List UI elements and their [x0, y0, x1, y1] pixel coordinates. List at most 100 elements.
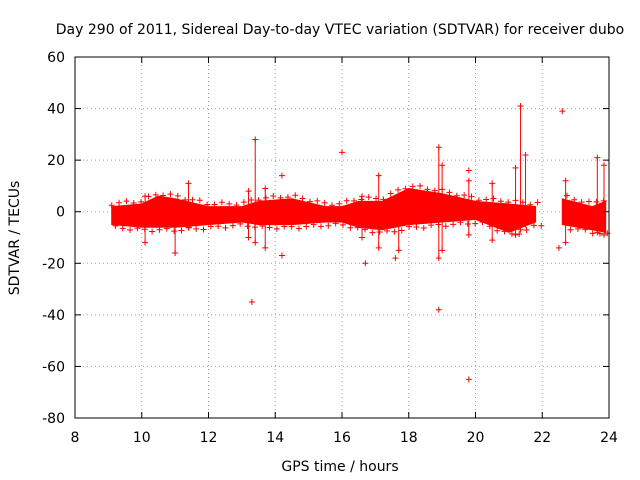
- band-edge-marker: [596, 230, 603, 237]
- x-tick-label: 20: [467, 430, 485, 446]
- y-tick-label: -60: [42, 359, 65, 375]
- band-edge-marker: [167, 191, 174, 198]
- spike-marker: [522, 221, 529, 228]
- spike-marker: [395, 195, 402, 202]
- band-edge-marker: [248, 197, 255, 204]
- spike-marker: [522, 151, 529, 158]
- grid-lines: [75, 57, 609, 418]
- band-edge-marker: [200, 226, 207, 233]
- band-edge-marker: [409, 183, 416, 190]
- band-edge-marker: [398, 227, 405, 234]
- band-edge-marker: [255, 197, 262, 204]
- band-edge-marker: [530, 222, 537, 229]
- band-edge-marker: [340, 221, 347, 228]
- x-tick-label: 8: [71, 430, 80, 446]
- spike-marker: [465, 177, 472, 184]
- spike-marker: [594, 154, 601, 161]
- band-edge-marker: [431, 187, 438, 194]
- band-edge-marker: [112, 222, 119, 229]
- band-edge-marker: [347, 224, 354, 231]
- band-edge-marker: [288, 223, 295, 230]
- band-edge-marker: [479, 219, 486, 226]
- spike-marker: [489, 180, 496, 187]
- spike-marker: [172, 200, 179, 207]
- spike-marker: [142, 239, 149, 246]
- band-edge-marker: [413, 224, 420, 231]
- band-edge-marker: [332, 220, 339, 227]
- band-edge-marker: [303, 223, 310, 230]
- y-tick-label: 40: [47, 102, 65, 118]
- band-edge-marker: [314, 197, 321, 204]
- spike-marker: [439, 162, 446, 169]
- band-edge-marker: [134, 225, 141, 232]
- outlier-point: [465, 376, 472, 383]
- outlier-point: [559, 108, 566, 115]
- spike-marker: [594, 229, 601, 236]
- spike-marker: [375, 244, 382, 251]
- spike-marker: [517, 226, 524, 233]
- outlier-point: [435, 306, 442, 313]
- x-tick-label: 22: [533, 430, 551, 446]
- band-edge-marker: [152, 191, 159, 198]
- band-edge-marker: [211, 201, 218, 208]
- spike-marker: [465, 231, 472, 238]
- band-edge-marker: [325, 222, 332, 229]
- band-edge-marker: [483, 196, 490, 203]
- band-edge-marker: [306, 198, 313, 205]
- band-edge-marker: [505, 199, 512, 206]
- spike-marker: [172, 249, 179, 256]
- band-edge-marker: [182, 196, 189, 203]
- band-edge-marker: [420, 225, 427, 232]
- band-edge-marker: [171, 228, 178, 235]
- band-edge-marker: [406, 223, 413, 230]
- band-edge-marker: [424, 186, 431, 193]
- band-edge-marker: [196, 197, 203, 204]
- outlier-point: [339, 149, 345, 156]
- band-edge-marker: [527, 201, 534, 208]
- band-edge-marker: [262, 194, 269, 201]
- band-edge-marker: [351, 197, 358, 204]
- band-edge-marker: [516, 230, 523, 237]
- band-edge-marker: [317, 223, 324, 230]
- band-edge-marker: [160, 192, 167, 199]
- band-edge-marker: [218, 199, 225, 206]
- band-edge-marker: [538, 222, 545, 229]
- band-edge-marker: [284, 194, 291, 201]
- data-series: [108, 102, 611, 383]
- band-edge-marker: [490, 195, 497, 202]
- x-tick-label: 12: [200, 430, 218, 446]
- y-tick-label: 0: [56, 205, 65, 221]
- band-edge-marker: [310, 221, 317, 228]
- outlier-point: [362, 260, 369, 267]
- spike-marker: [435, 144, 442, 151]
- y-tick-label: -40: [42, 308, 65, 324]
- band-edge-marker: [295, 225, 302, 232]
- band-edge-marker: [391, 228, 398, 235]
- band-edge-marker: [589, 230, 596, 237]
- band-edge-marker: [127, 227, 134, 234]
- band-edge-marker: [233, 202, 240, 209]
- outlier-point: [392, 255, 399, 262]
- band-edge-marker: [365, 194, 372, 201]
- band-edge-marker: [567, 226, 574, 233]
- band-edge-marker: [108, 202, 115, 209]
- x-tick-label: 14: [266, 430, 284, 446]
- band-edge-marker: [138, 198, 145, 205]
- band-edge-marker: [343, 197, 350, 204]
- band-edge-marker: [373, 195, 380, 202]
- band-edge-marker: [299, 195, 306, 202]
- spike-marker: [512, 231, 519, 238]
- band-edge-marker: [207, 223, 214, 230]
- band-edge-marker: [582, 226, 589, 233]
- x-tick-label: 10: [133, 430, 151, 446]
- outlier-point: [248, 298, 255, 305]
- band-edge-marker: [376, 228, 383, 235]
- band-edge-marker: [534, 199, 541, 206]
- spike-marker: [512, 164, 519, 171]
- y-tick-label: 20: [47, 153, 65, 169]
- spike-marker: [600, 162, 607, 169]
- spike-marker: [359, 193, 366, 200]
- spike-marker: [600, 231, 607, 238]
- band-edge-marker: [229, 222, 236, 229]
